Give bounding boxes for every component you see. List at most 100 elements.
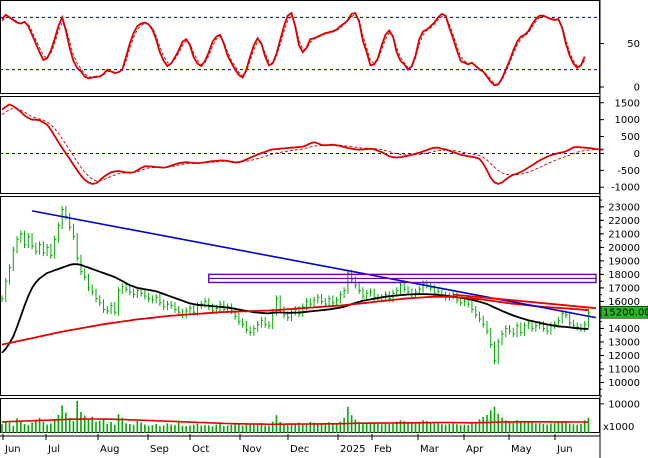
volume-bar [200,425,203,433]
macd-main-line [1,103,604,185]
volume-bar [234,422,236,433]
volume-bar [196,423,199,433]
volume-bar [174,425,176,433]
volume-bar [444,424,447,433]
volume-bar [305,424,308,433]
volume-bar [422,420,424,433]
volume-bar [459,424,462,433]
volume-bar [520,421,522,433]
volume-bar [256,424,259,433]
panel-oscillator: 50 0 [0,0,640,94]
y-tick-label: 10000 [608,378,640,389]
volume-bar [68,417,71,433]
volume-bar [83,415,86,433]
volume-ma-line [1,418,589,426]
volume-bar [373,423,375,433]
y-tick-label: 0 [634,149,640,160]
y-tick-label: 0 [634,83,640,94]
volume-bar [230,424,233,433]
volume-bar [407,422,409,433]
volume-bar [204,425,206,433]
volume-bar [170,424,172,433]
volume-bar [159,426,161,433]
volume-bar [46,424,48,433]
volume-bar [324,423,327,433]
volume-bar [76,400,78,433]
volume-bar [497,413,500,433]
volume-bar [23,423,26,433]
volume-bar [136,420,139,433]
y-tick-label: 1000 [615,115,640,126]
volume-bar [144,424,146,433]
volume-bar [106,423,109,433]
last-price-label: 15200.00 [603,308,648,319]
volume-bar [347,406,349,433]
volume-bar [151,425,154,433]
volume-bar [166,423,169,433]
volume-bar [219,423,221,433]
volume-bar [91,416,94,433]
volume-bar [102,419,105,433]
volume-bar [583,420,586,433]
volume-unit-label: x1000 [603,422,634,433]
x-tick-label: Jul [47,444,60,455]
x-tick-label: Aug [100,444,120,455]
x-tick-label: Sep [150,444,169,455]
y-tick-label: 19000 [608,256,640,267]
volume-bar [129,423,131,433]
last-price-tag [600,305,648,319]
volume-bar [557,422,560,433]
x-tick-label: Nov [242,444,262,455]
volume-bar [369,422,372,433]
volume-bar [486,414,488,433]
volume-bar [550,423,552,433]
volume-bar [587,417,590,433]
volume-bar [441,424,443,433]
volume-bar [271,421,274,433]
volume-bar [410,423,413,433]
volume-bar [576,424,579,433]
volume-bar [380,424,383,433]
volume-bar [279,421,282,433]
volume-bar [395,421,398,433]
volume-bar [452,423,454,433]
volume-bar [223,426,225,433]
volume-bar [403,421,406,433]
volume-bar [162,425,165,433]
volume-bar [181,425,184,433]
volume-bar [189,425,191,433]
volume-bar [260,423,263,433]
volume-bar [211,426,214,433]
volume-bar [478,419,481,433]
volume-bar [207,425,210,433]
volume-bar [42,421,45,433]
volume-bar [467,425,469,433]
volume-bar [553,423,556,433]
volume-bar [531,422,533,433]
volume-bar [121,417,124,433]
volume-bar [286,425,289,433]
volume-bar [31,422,33,433]
volume-bar [290,424,293,433]
volume-bar [117,414,120,433]
y-tick-label: 10000 [608,399,640,410]
volume-bar [535,423,537,433]
volume-bar [298,422,300,433]
volume-bar [215,424,218,433]
volume-bar [226,425,229,433]
volume-bar [580,423,582,433]
volume-bar [572,424,575,433]
x-tick-label: Dec [290,444,309,455]
volume-bar [113,424,116,433]
volume-bar [354,419,357,433]
y-tick-label: 18000 [608,270,640,281]
volume-bar [72,421,75,433]
volume-bar [309,421,312,433]
volume-bar [4,421,7,433]
x-tick-label: Apr [466,444,484,455]
volume-bar [418,421,421,433]
volume-bar [335,423,338,433]
volume-bar [65,412,67,433]
